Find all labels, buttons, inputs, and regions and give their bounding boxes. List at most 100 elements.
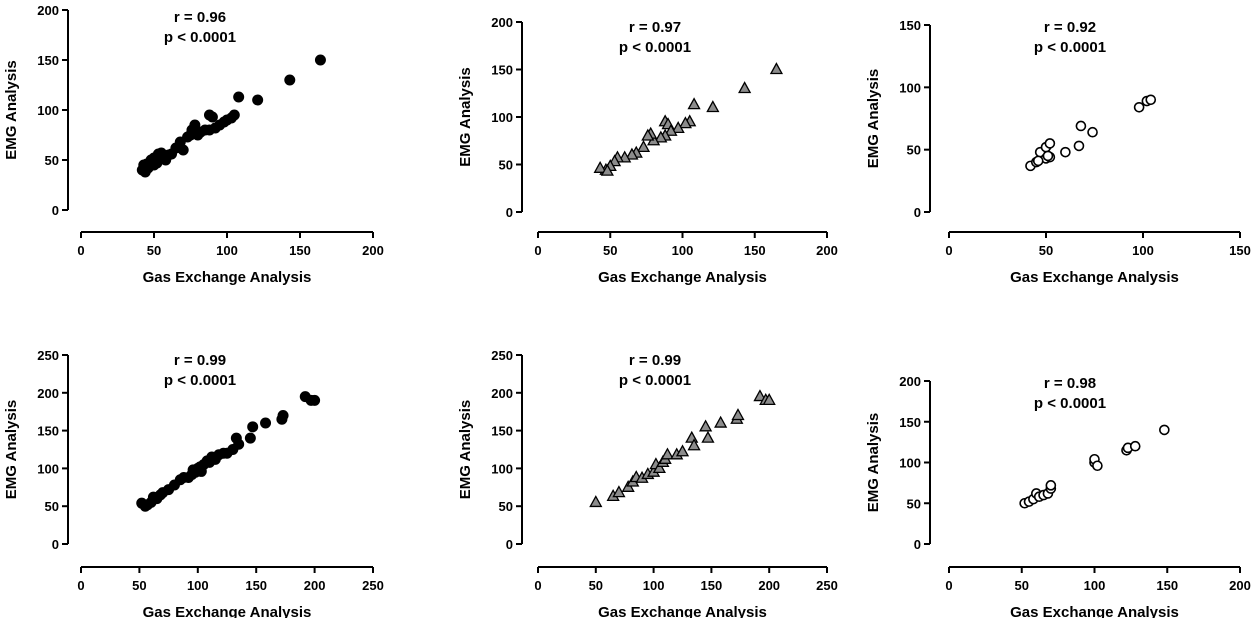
- x-axis-label: Gas Exchange Analysis: [143, 604, 312, 618]
- x-tick-label: 50: [132, 578, 146, 593]
- data-point: [1092, 460, 1103, 472]
- y-tick-label: 0: [914, 537, 921, 552]
- x-tick-label: 150: [701, 578, 723, 593]
- y-tick-label: 0: [506, 537, 513, 552]
- data-point: [1145, 94, 1157, 106]
- data-point: [687, 438, 701, 451]
- y-tick-label: 100: [37, 103, 59, 118]
- y-tick-label: 0: [52, 537, 59, 552]
- y-tick-label: 50: [907, 496, 921, 511]
- x-tick-label: 150: [1229, 243, 1251, 258]
- p-value-annotation: p < 0.0001: [1034, 39, 1106, 56]
- y-tick-label: 200: [899, 374, 921, 389]
- data-point: [192, 129, 204, 141]
- x-tick-label: 100: [216, 243, 238, 258]
- y-axis-label: EMG Analysis: [457, 67, 474, 166]
- y-tick-label: 200: [491, 386, 513, 401]
- y-tick-label: 100: [899, 80, 921, 95]
- y-tick-label: 100: [899, 456, 921, 471]
- x-tick-label: 0: [77, 578, 84, 593]
- y-tick-label: 0: [914, 205, 921, 220]
- x-tick-label: 0: [945, 578, 952, 593]
- data-point: [664, 123, 678, 136]
- data-point: [641, 128, 655, 141]
- data-point: [636, 140, 651, 153]
- data-point: [731, 408, 745, 421]
- y-tick-label: 50: [45, 153, 59, 168]
- data-point: [1075, 120, 1087, 132]
- x-tick-label: 0: [77, 243, 84, 258]
- data-point: [284, 74, 296, 86]
- data-point: [753, 389, 767, 402]
- data-point: [1133, 101, 1145, 113]
- x-tick-label: 50: [603, 243, 617, 258]
- y-tick-label: 50: [499, 158, 513, 173]
- scatter-panel-5: 0 50 100 150 200 250 0 50 100 150 200 250 Gas Exchan…: [457, 348, 838, 618]
- data-point: [233, 91, 245, 103]
- r-value-annotation: r = 0.97: [629, 19, 681, 36]
- x-axis-label: Gas Exchange Analysis: [143, 269, 312, 286]
- x-tick-label: 200: [1229, 578, 1251, 593]
- y-axis-label: EMG Analysis: [3, 60, 20, 159]
- y-axis-label: EMG Analysis: [865, 413, 882, 512]
- data-point: [314, 54, 326, 66]
- data-point: [1159, 424, 1170, 436]
- y-tick-label: 100: [37, 461, 59, 476]
- x-tick-label: 150: [289, 243, 311, 258]
- data-point: [706, 100, 720, 113]
- data-point: [277, 409, 289, 421]
- x-tick-label: 150: [744, 243, 766, 258]
- data-point: [769, 62, 784, 75]
- y-tick-label: 250: [491, 348, 513, 363]
- data-point: [625, 147, 639, 160]
- p-value-annotation: p < 0.0001: [619, 372, 691, 389]
- data-point: [151, 157, 163, 169]
- data-point: [233, 438, 245, 450]
- x-tick-label: 0: [534, 578, 541, 593]
- r-value-annotation: r = 0.98: [1044, 375, 1096, 392]
- data-point: [1044, 138, 1056, 149]
- x-tick-label: 100: [1084, 578, 1106, 593]
- y-tick-label: 0: [52, 203, 59, 218]
- r-value-annotation: r = 0.99: [629, 352, 681, 369]
- y-tick-label: 200: [491, 15, 513, 30]
- y-tick-label: 200: [37, 3, 59, 18]
- y-tick-label: 150: [37, 424, 59, 439]
- data-point: [671, 121, 685, 134]
- r-value-annotation: r = 0.92: [1044, 19, 1096, 36]
- x-tick-label: 200: [816, 243, 838, 258]
- data-point: [1045, 480, 1057, 491]
- x-tick-label: 100: [1132, 243, 1154, 258]
- data-point: [1042, 150, 1054, 162]
- x-axis-label: Gas Exchange Analysis: [598, 269, 767, 286]
- x-axis-label: Gas Exchange Analysis: [598, 604, 767, 618]
- y-axis-label: EMG Analysis: [865, 69, 882, 168]
- x-tick-label: 150: [245, 578, 267, 593]
- y-tick-label: 150: [491, 63, 513, 78]
- y-tick-label: 150: [899, 415, 921, 430]
- y-tick-label: 150: [899, 18, 921, 33]
- y-tick-label: 150: [491, 424, 513, 439]
- data-point: [309, 394, 321, 406]
- y-tick-label: 50: [907, 143, 921, 158]
- data-point: [247, 421, 259, 433]
- data-point: [699, 419, 713, 432]
- data-point: [600, 163, 614, 176]
- r-value-annotation: r = 0.99: [174, 352, 226, 369]
- data-point: [203, 124, 215, 136]
- y-tick-label: 50: [45, 499, 59, 514]
- x-tick-label: 200: [362, 243, 384, 258]
- x-tick-label: 50: [1039, 243, 1053, 258]
- data-point: [1060, 146, 1071, 158]
- data-point: [260, 417, 272, 429]
- p-value-annotation: p < 0.0001: [164, 29, 236, 46]
- x-tick-label: 250: [362, 578, 384, 593]
- y-tick-label: 100: [491, 461, 513, 476]
- x-axis-label: Gas Exchange Analysis: [1010, 269, 1179, 286]
- data-point: [685, 430, 699, 443]
- data-point: [206, 111, 218, 123]
- scatter-panel-2: 0 50 100 150 200 0 50 100 150 200 Gas Exchange Ana…: [457, 15, 838, 286]
- x-axis-label: Gas Exchange Analysis: [1010, 604, 1179, 618]
- y-tick-label: 200: [37, 386, 59, 401]
- data-point: [244, 432, 256, 444]
